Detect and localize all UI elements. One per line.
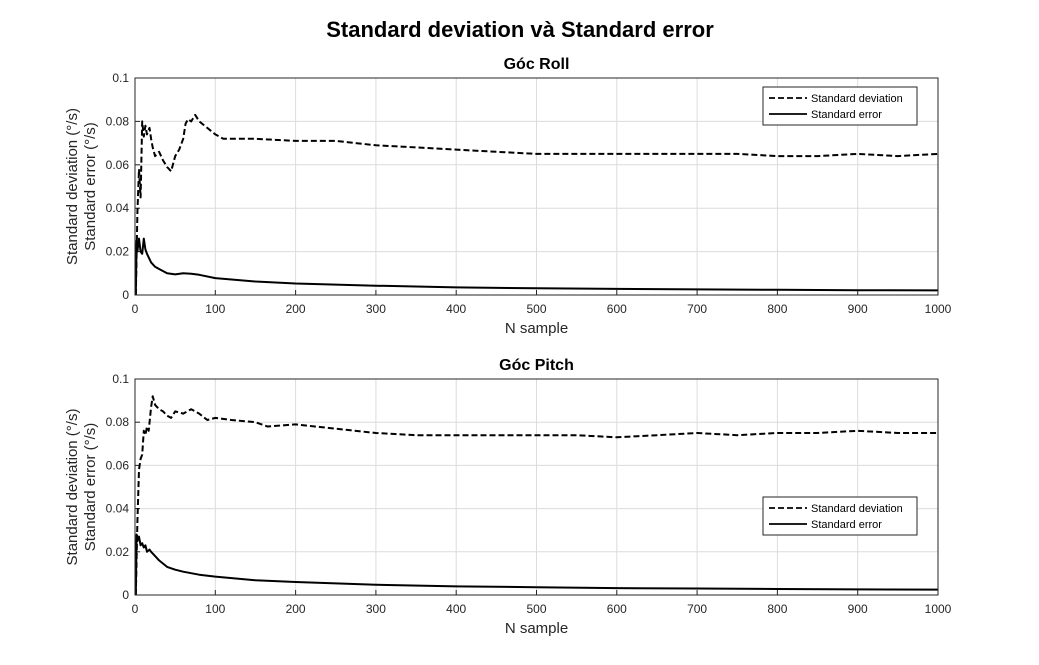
x-tick-label: 400 [446,602,466,616]
y-tick-label: 0.04 [106,502,130,516]
x-tick-label: 900 [848,602,868,616]
x-tick-label: 100 [205,602,225,616]
y-tick-label: 0.02 [106,545,130,559]
x-tick-label: 300 [366,602,386,616]
legend-entry-label: Standard deviation [811,503,903,515]
x-tick-label: 300 [366,302,386,316]
x-tick-label: 100 [205,302,225,316]
subplot-title: Góc Roll [504,56,570,73]
legend-entry-label: Standard error [811,519,882,531]
x-tick-label: 700 [687,602,707,616]
x-tick-label: 200 [286,602,306,616]
x-tick-label: 1000 [925,302,952,316]
subplot-2: 0 100 200 300 400 500 600 700 800 900 1000 0 0.02 0.0… [64,357,952,637]
x-tick-label: 200 [286,302,306,316]
y-axis-label: Standard error (°/s) [82,423,99,552]
y-axis-label: Standard deviation (°/s) [64,409,81,566]
legend-box [762,86,918,126]
y-tick-label: 0.08 [106,114,130,128]
x-tick-label: 800 [767,602,787,616]
x-tick-label: 900 [848,302,868,316]
x-tick-label: 500 [526,602,546,616]
x-axis-label: N sample [505,320,568,337]
axes-box [134,77,939,296]
x-tick-label: 800 [767,302,787,316]
y-axis-label: Standard error (°/s) [82,122,99,251]
legend-entry-label: Standard error [811,109,882,121]
x-tick-label: 600 [607,602,627,616]
y-tick-label: 0.02 [106,245,130,259]
legend: Standard deviation Standard error [762,496,918,536]
legend-entry-label: Standard deviation [811,93,903,105]
x-tick-label: 0 [132,602,139,616]
legend-box [762,496,918,536]
y-tick-label: 0.1 [112,71,129,85]
x-tick-label: 500 [526,302,546,316]
y-tick-label: 0 [122,288,129,302]
y-tick-label: 0.04 [106,201,130,215]
x-tick-label: 600 [607,302,627,316]
series-line-standard-deviation [134,395,938,596]
x-tick-label: 0 [132,302,139,316]
legend: Standard deviation Standard error [762,86,918,126]
subplot-title: Góc Pitch [499,357,574,374]
series-line-standard-error [134,533,939,596]
y-tick-label: 0.06 [106,458,130,472]
x-tick-label: 400 [446,302,466,316]
axes-box [134,378,939,596]
x-axis-label: N sample [505,620,568,637]
series-line-standard-deviation [134,113,939,296]
x-tick-label: 700 [687,302,707,316]
y-tick-label: 0.1 [112,372,129,386]
subplot-1: 0 100 200 300 400 500 600 700 800 900 1000 0 0.02 0.0… [64,56,952,337]
x-tick-label: 1000 [925,602,952,616]
figure-title: Standard deviation và Standard error [326,17,714,42]
y-axis-label: Standard deviation (°/s) [64,108,81,265]
y-tick-label: 0.06 [106,158,130,172]
y-tick-label: 0 [122,588,129,602]
y-tick-label: 0.08 [106,415,130,429]
series-line-standard-error [134,237,939,296]
